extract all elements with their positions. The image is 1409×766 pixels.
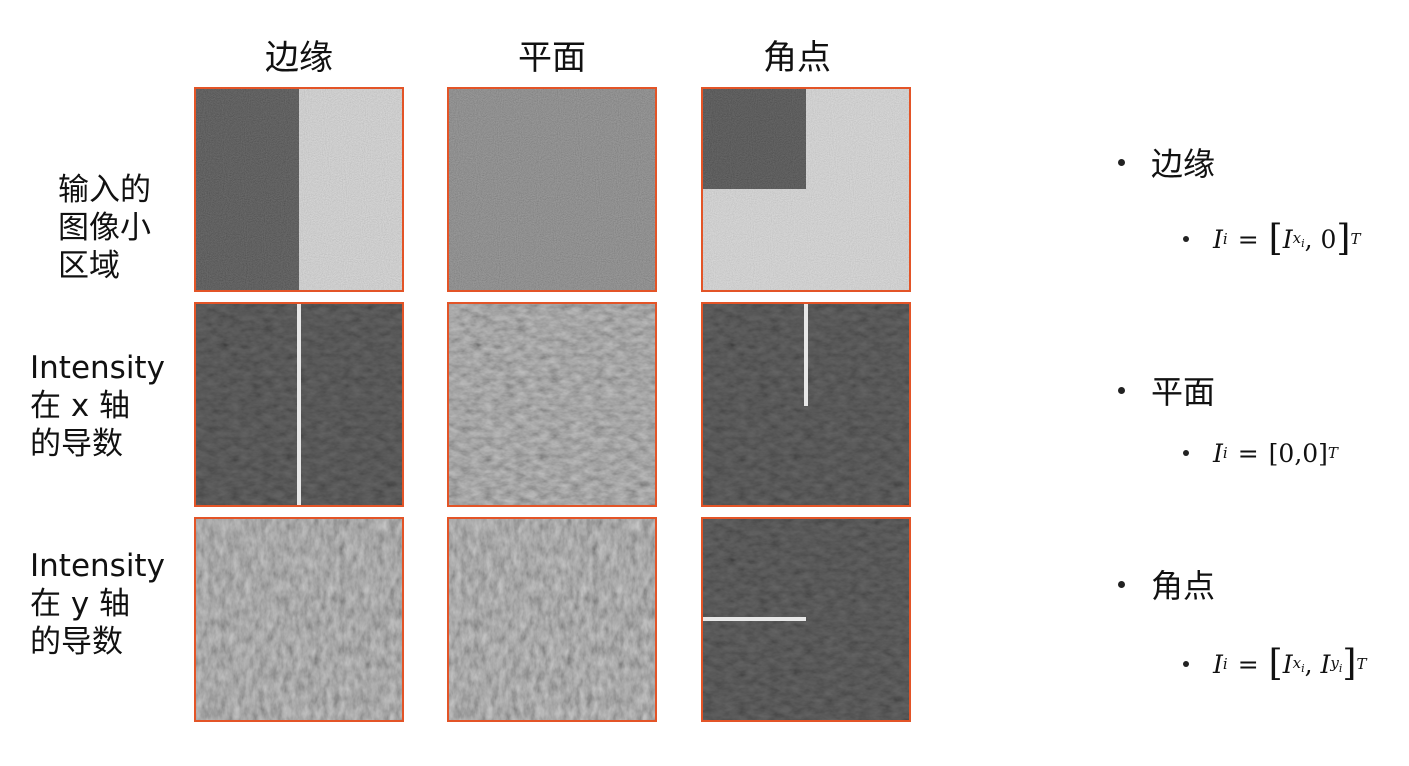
- bullet-corner: 角点: [1118, 564, 1216, 605]
- patch-edge-dx: [194, 302, 404, 507]
- row-label-line: 在 x 轴: [30, 388, 131, 424]
- row-label-line: 区域: [58, 248, 120, 284]
- patch-corner-input: [701, 87, 911, 292]
- bullet-edge-label: 边缘: [1151, 145, 1216, 183]
- bullet-edge: 边缘: [1118, 142, 1216, 183]
- patch-corner-dy: [701, 517, 911, 722]
- bullet-dot-icon: [1118, 386, 1125, 394]
- column-header-corner: 角点: [763, 38, 831, 78]
- bullet-dot-icon: [1183, 661, 1189, 667]
- patch-flat-dx: [447, 302, 657, 507]
- row-label-line: 图像小: [58, 210, 151, 246]
- patch-edge-input: [194, 87, 404, 292]
- row-label-line: 在 y 轴: [30, 586, 131, 622]
- bullet-flat: 平面: [1118, 370, 1216, 411]
- bullet-dot-icon: [1118, 580, 1125, 588]
- column-header-edge: 边缘: [265, 38, 333, 78]
- patch-flat-input: [447, 87, 657, 292]
- bullet-corner-label: 角点: [1151, 567, 1216, 605]
- row-label-line: Intensity: [30, 548, 165, 584]
- patch-edge-dy: [194, 517, 404, 722]
- row-label-line: 的导数: [30, 426, 123, 462]
- row-label-dx: Intensity 在 x 轴 的导数: [30, 349, 170, 463]
- row-label-dy: Intensity 在 y 轴 的导数: [30, 547, 170, 661]
- patch-flat-dy: [447, 517, 657, 722]
- bullet-dot-icon: [1183, 450, 1189, 456]
- bullet-dot-icon: [1183, 236, 1189, 242]
- bullet-flat-label: 平面: [1151, 373, 1216, 411]
- column-header-flat: 平面: [518, 38, 586, 78]
- row-label-line: Intensity: [30, 350, 165, 386]
- patch-corner-dx: [701, 302, 911, 507]
- bullet-dot-icon: [1118, 158, 1125, 166]
- row-label-input: 输入的 图像小 区域: [30, 171, 170, 285]
- row-label-line: 的导数: [30, 624, 123, 660]
- row-label-line: 输入的: [58, 172, 151, 208]
